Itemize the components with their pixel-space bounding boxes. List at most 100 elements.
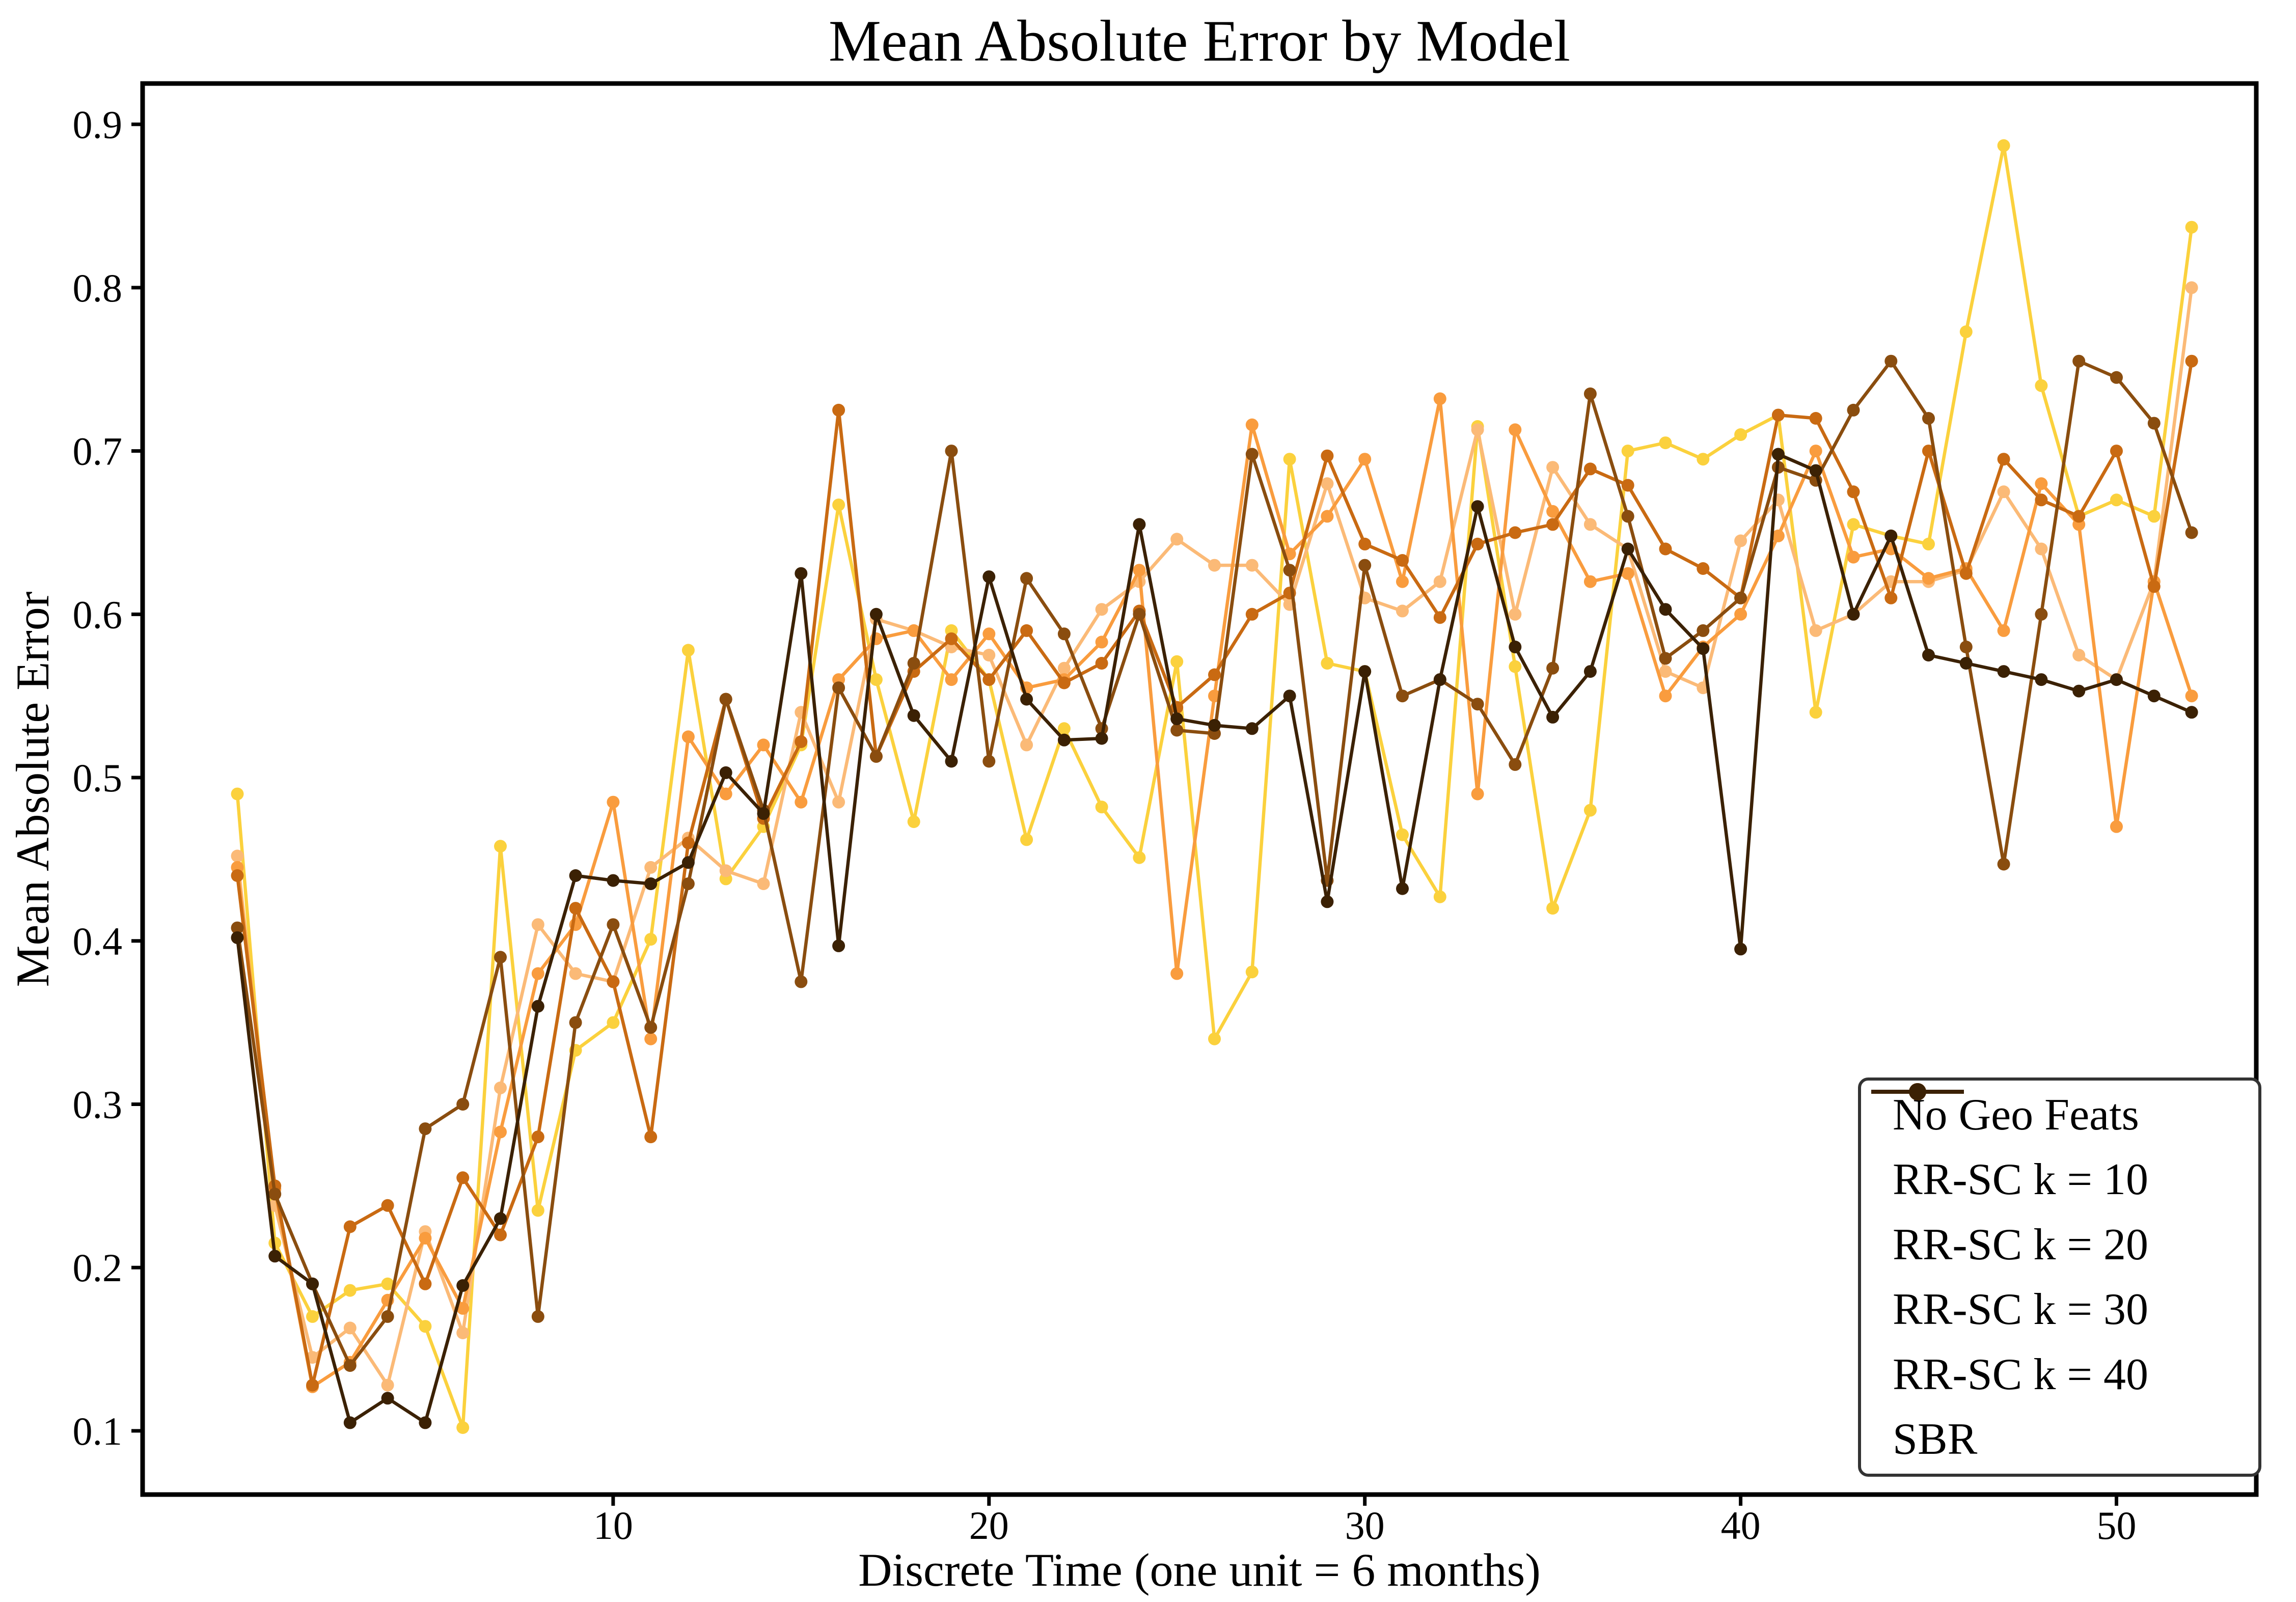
- data-point: [1959, 567, 1973, 580]
- data-point: [719, 766, 732, 779]
- data-point: [644, 861, 658, 874]
- data-point: [2147, 580, 2161, 593]
- data-point: [1997, 624, 2010, 637]
- x-tick-label: 30: [1345, 1503, 1385, 1548]
- data-point: [343, 1284, 357, 1297]
- data-point: [1245, 965, 1259, 979]
- data-point: [1583, 462, 1597, 476]
- data-point: [1884, 591, 1898, 604]
- data-point: [306, 1277, 319, 1290]
- data-point: [907, 624, 920, 637]
- y-tick-label: 0.4: [73, 919, 123, 963]
- data-point: [343, 1321, 357, 1335]
- data-point: [1321, 449, 1334, 462]
- data-point: [681, 856, 695, 869]
- y-tick-label: 0.3: [73, 1082, 123, 1126]
- data-point: [1621, 510, 1634, 523]
- data-point: [1697, 453, 1710, 466]
- data-point: [419, 1277, 432, 1290]
- data-point: [1734, 428, 1747, 441]
- data-point: [2110, 820, 2123, 833]
- data-point: [1396, 689, 1409, 703]
- data-point: [1471, 423, 1484, 436]
- legend-label: RR-SC k = 20: [1893, 1220, 2148, 1269]
- data-point: [531, 918, 544, 931]
- data-point: [644, 1021, 658, 1034]
- x-tick-label: 20: [969, 1503, 1009, 1548]
- data-point: [268, 1250, 282, 1263]
- data-point: [1471, 698, 1484, 711]
- data-point: [719, 787, 732, 800]
- data-point: [1659, 665, 1672, 678]
- data-point: [681, 877, 695, 890]
- data-point: [1997, 453, 2010, 466]
- data-point: [1358, 537, 1372, 550]
- data-point: [2110, 673, 2123, 686]
- data-point: [1433, 890, 1446, 903]
- data-point: [719, 864, 732, 877]
- data-point: [1509, 423, 1522, 436]
- data-point: [419, 1416, 432, 1429]
- data-point: [2185, 354, 2198, 368]
- data-point: [2185, 281, 2198, 294]
- data-point: [1396, 554, 1409, 567]
- data-point: [982, 755, 996, 768]
- data-point: [945, 632, 958, 645]
- data-point: [795, 735, 808, 748]
- data-point: [2072, 510, 2086, 523]
- data-point: [869, 673, 883, 686]
- data-point: [1321, 657, 1334, 670]
- data-point: [1546, 710, 1560, 724]
- data-point: [1471, 500, 1484, 513]
- data-point: [681, 836, 695, 849]
- data-point: [456, 1421, 470, 1434]
- data-point: [494, 1081, 507, 1094]
- legend-item-rr-sc-k-30: RR-SC k = 30: [1861, 1083, 2258, 1340]
- data-point: [1396, 882, 1409, 895]
- x-tick-label: 50: [2096, 1503, 2136, 1548]
- data-point: [1170, 712, 1184, 726]
- y-tick-label: 0.2: [73, 1246, 123, 1290]
- data-point: [268, 1187, 282, 1201]
- data-point: [1358, 665, 1372, 678]
- data-point: [681, 730, 695, 743]
- data-point: [982, 570, 996, 584]
- data-point: [1847, 485, 1860, 499]
- data-point: [306, 1378, 319, 1392]
- data-point: [2147, 510, 2161, 523]
- data-point: [1133, 564, 1146, 577]
- data-point: [381, 1392, 394, 1405]
- data-point: [607, 1016, 620, 1029]
- y-tick-label: 0.5: [73, 756, 123, 800]
- legend-item-rr-sc-k-10: RR-SC k = 10: [1861, 1083, 2258, 1210]
- data-point: [1020, 833, 1033, 846]
- data-point: [1697, 624, 1710, 637]
- legend-item-rr-sc-k-20: RR-SC k = 20: [1861, 1083, 2258, 1275]
- data-point: [1621, 479, 1634, 492]
- data-point: [1809, 464, 1822, 477]
- data-point: [2185, 220, 2198, 234]
- data-point: [1959, 641, 1973, 653]
- data-point: [456, 1327, 470, 1339]
- data-point: [1583, 804, 1597, 817]
- data-point: [1170, 724, 1184, 737]
- data-point: [1095, 732, 1108, 745]
- data-point: [1208, 668, 1221, 681]
- data-point: [1095, 636, 1108, 649]
- data-point: [2072, 354, 2086, 368]
- data-point: [1245, 607, 1259, 621]
- data-point: [757, 877, 770, 890]
- data-point: [1020, 624, 1033, 637]
- data-point: [1057, 722, 1071, 735]
- data-point: [982, 673, 996, 686]
- data-point: [456, 1171, 470, 1184]
- data-point: [945, 673, 958, 686]
- data-point: [1621, 445, 1634, 458]
- data-point: [1847, 403, 1860, 417]
- data-point: [644, 1032, 658, 1045]
- data-point: [494, 840, 507, 853]
- data-point: [1922, 537, 1935, 550]
- data-point: [907, 709, 920, 722]
- data-point: [1471, 787, 1484, 800]
- data-point: [343, 1359, 357, 1372]
